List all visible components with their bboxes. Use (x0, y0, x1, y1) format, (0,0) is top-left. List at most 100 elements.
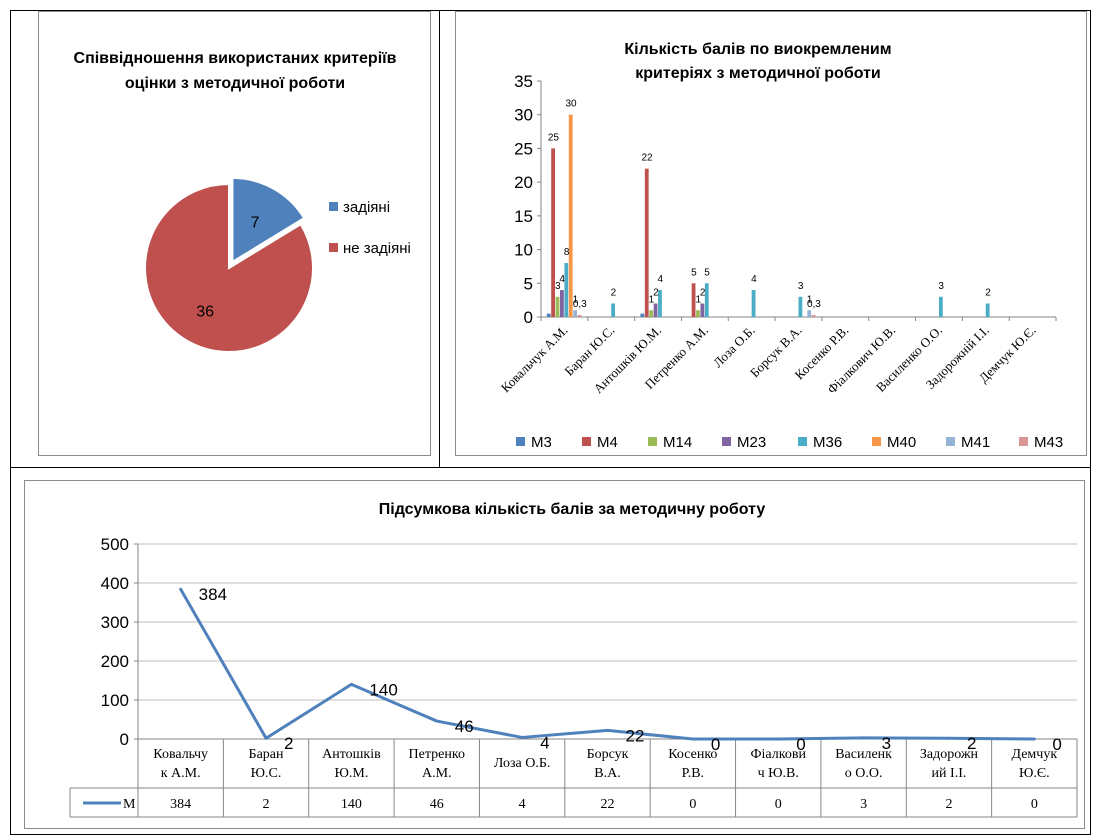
bar (577, 314, 582, 317)
line-category-label: Петренко (409, 747, 465, 762)
bar-data-label: 5 (704, 267, 710, 278)
line-category-label: Задорожн (920, 747, 979, 762)
bar-data-label: 1 (807, 294, 813, 305)
bar (568, 114, 573, 317)
data-table-value: 0 (775, 797, 782, 812)
data-table-value: 0 (689, 797, 696, 812)
data-table-value: 22 (601, 797, 615, 812)
line-category-label: Ю.Є. (1019, 766, 1050, 781)
bar-y-tick-label: 15 (514, 207, 533, 226)
pie-chart-cell: Співвідношення використаних критеріїв оці… (10, 10, 440, 468)
bar-data-label: 30 (565, 99, 577, 110)
data-table-value: 2 (945, 797, 952, 812)
bar (560, 290, 564, 317)
pie-legend-label: не задіяні (343, 240, 411, 257)
line-data-label: 140 (369, 680, 397, 699)
line-data-label: 2 (967, 734, 976, 753)
line-data-label: 0 (711, 735, 720, 754)
bar (696, 310, 700, 317)
line-data-label: 3 (882, 734, 891, 753)
data-table-value: 140 (341, 797, 362, 812)
line-chart: Підсумкова кількість балів за методичну … (69, 501, 1078, 818)
bar-data-label: 4 (657, 274, 663, 285)
line-category-label: Ковальчу (153, 747, 208, 762)
line-y-tick-label: 0 (120, 730, 129, 749)
bar-legend-label: М3 (531, 434, 552, 451)
bar (985, 303, 990, 317)
bar-x-tick-label: Лоза О.Б. (710, 323, 758, 371)
pie-title: Співвідношення використаних критеріїв (74, 50, 397, 67)
bar-legend-label: М36 (813, 434, 842, 451)
bar (555, 296, 560, 317)
line-category-label: Борсук (587, 747, 629, 762)
line-category-label: Лоза О.Б. (494, 756, 551, 771)
bar-legend-swatch (798, 437, 807, 446)
bar-y-tick-label: 30 (514, 106, 533, 125)
bar (611, 303, 616, 317)
bar-legend-swatch (1019, 437, 1028, 446)
line-point (776, 737, 780, 741)
bar-legend-label: М41 (961, 434, 990, 451)
data-table-value: 2 (263, 797, 270, 812)
bar (938, 296, 943, 317)
line-y-tick-label: 200 (101, 652, 129, 671)
line-y-tick-label: 500 (101, 535, 129, 554)
line-point (435, 719, 439, 723)
line-point (862, 736, 866, 740)
bar (658, 290, 662, 317)
bar-data-label: 2 (700, 288, 706, 299)
pie-slice-label: 7 (251, 215, 260, 232)
pie-chart-frame: Співвідношення використаних критеріїв оці… (38, 11, 431, 456)
bar-y-tick-label: 0 (524, 308, 533, 327)
bar-legend-label: М43 (1034, 434, 1063, 451)
bar-data-label: 0,3 (573, 299, 587, 310)
bar-data-label: 4 (559, 274, 565, 285)
bar-data-label: 1 (695, 294, 701, 305)
bar-legend-swatch (946, 437, 955, 446)
line-point (179, 587, 183, 591)
bar (751, 290, 756, 317)
line-series (179, 588, 1035, 741)
bar (644, 168, 649, 317)
bar-legend-label: М40 (887, 434, 916, 451)
bar-legend-label: М14 (663, 434, 692, 451)
line-y-tick-label: 100 (101, 691, 129, 710)
bar-data-label: 22 (641, 153, 653, 164)
line-category-label: Ю.С. (251, 766, 282, 781)
line-chart-frame: Підсумкова кількість балів за методичну … (24, 480, 1085, 829)
line-data-label: 0 (1052, 735, 1061, 754)
line-data-label: 0 (796, 735, 805, 754)
bar (649, 310, 654, 317)
bar-data-label: 25 (548, 132, 560, 143)
bar (551, 148, 556, 317)
line-category-label: Василенк (835, 747, 892, 762)
bar (807, 310, 812, 317)
bar (573, 310, 578, 317)
line-category-label: А.М. (422, 766, 452, 781)
bar-legend-label: М4 (597, 434, 618, 451)
line-category-label: Баран (249, 747, 284, 762)
line-y-tick-label: 300 (101, 613, 129, 632)
data-table-value: 4 (519, 797, 526, 812)
data-table-value: 46 (430, 797, 444, 812)
bar (653, 303, 658, 317)
line-point (947, 736, 951, 740)
bar-y-tick-label: 10 (514, 241, 533, 260)
bar (811, 314, 816, 317)
pie-legend-swatch (329, 243, 338, 252)
line-point (520, 735, 524, 739)
bar-data-label: 1 (649, 294, 655, 305)
line-category-label: ий І.І. (932, 766, 967, 781)
bar-legend-swatch (872, 437, 881, 446)
bar-legend-swatch (722, 437, 731, 446)
line-category-label: Ю.М. (334, 766, 368, 781)
bar-data-label: 2 (985, 288, 991, 299)
bar-chart-frame: Кількість балів по виокремленим критеріях… (455, 11, 1087, 456)
bar (691, 283, 696, 317)
bar-x-tick-label: Ковальчук А.М. (498, 323, 571, 396)
bar (546, 313, 551, 317)
pie-slice-label: 36 (196, 303, 214, 320)
bar (704, 283, 709, 317)
bar-title: критеріях з методичної роботи (635, 65, 881, 82)
bar-data-label: 1 (573, 294, 579, 305)
